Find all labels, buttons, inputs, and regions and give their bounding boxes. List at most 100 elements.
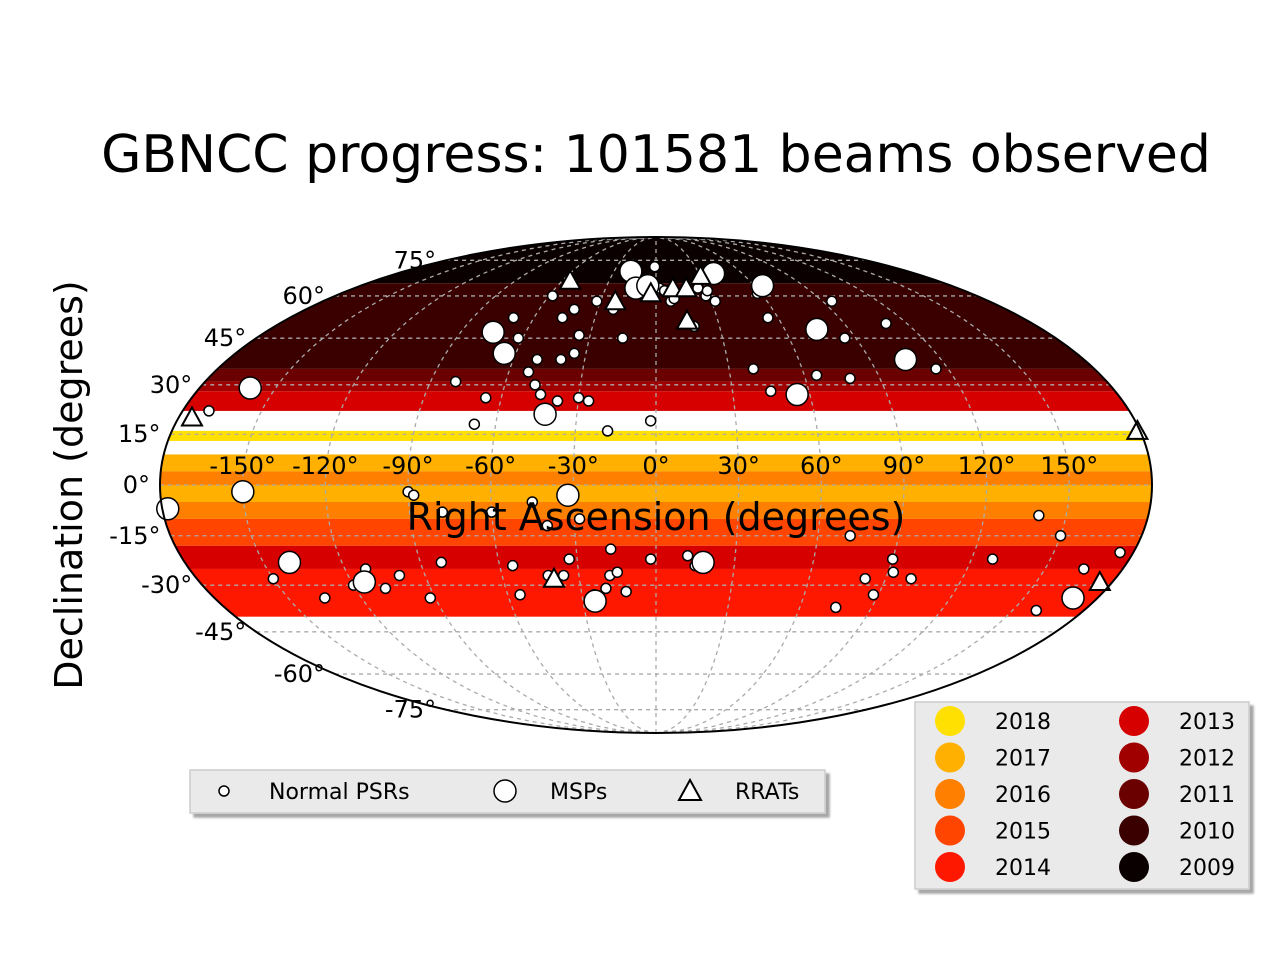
year-legend-swatch <box>935 706 965 736</box>
normal-psr-marker <box>839 332 851 344</box>
coverage-band-2011 <box>160 368 1152 382</box>
normal-psr-marker <box>844 372 856 385</box>
normal-psr-marker <box>601 425 614 437</box>
normal-psr-marker <box>514 589 526 601</box>
normal-psr-marker <box>449 375 462 388</box>
normal-psr-marker <box>620 585 632 598</box>
source-legend: Normal PSRs MSPs RRATs <box>189 769 826 814</box>
ra-gridline <box>655 237 1070 733</box>
ra-tick-label: 120° <box>958 452 1016 480</box>
year-legend-box <box>914 701 1250 890</box>
normal-psr-marker <box>573 513 586 525</box>
ra-gridline <box>324 237 657 733</box>
year-legend-swatch <box>935 852 965 882</box>
ra-tick-label: -120° <box>292 452 358 480</box>
normal-psr-marker <box>701 284 714 297</box>
normal-psr-marker <box>556 312 569 324</box>
ra-tick-label: -150° <box>209 452 275 480</box>
msp-marker <box>691 550 715 575</box>
rrat-marker <box>542 566 566 588</box>
rrat-marker <box>1088 569 1112 591</box>
normal-psr-marker <box>644 553 657 565</box>
msp-marker <box>492 341 516 366</box>
normal-psr-marker <box>546 290 559 302</box>
coverage-band-2017 <box>160 454 1152 472</box>
msp-marker <box>533 402 557 426</box>
ra-gridline <box>655 237 740 733</box>
ra-gridline <box>242 237 657 733</box>
year-legend-swatch <box>935 742 965 773</box>
rrat-marker <box>674 276 698 298</box>
year-legend: 2018 2017 2016 2015 2014 2013 2012 2011 2010 2009 <box>914 701 1250 890</box>
normal-psr-marker <box>887 566 900 578</box>
normal-psr-marker <box>435 556 448 569</box>
source-legend-label: RRATs <box>735 780 799 805</box>
normal-psr-marker <box>810 369 823 381</box>
dec-tick-label: 15° <box>118 420 161 448</box>
normal-psr-marker <box>319 592 331 604</box>
normal-psr-marker <box>573 329 585 341</box>
normal-psr-marker <box>572 392 585 404</box>
year-legend-label: 2016 <box>995 783 1051 808</box>
plot-area <box>156 236 1153 734</box>
ra-tick-label: -90° <box>382 452 433 480</box>
normal-psr-marker <box>506 559 519 572</box>
normal-psr-marker <box>905 572 917 585</box>
msp-marker <box>583 589 607 613</box>
normal-psr-marker <box>531 353 543 366</box>
msp-marker <box>231 480 255 504</box>
year-legend-swatch <box>935 815 965 846</box>
year-legend-swatch <box>1119 779 1149 809</box>
normal-psr-marker <box>507 312 520 324</box>
chart-title: GBNCC progress: 101581 beams observed <box>101 125 1211 185</box>
coverage-band-2016 <box>160 501 1152 519</box>
normal-psr-marker <box>648 260 661 273</box>
source-markers <box>156 259 1150 617</box>
ra-tick-label: 60° <box>800 452 843 480</box>
ra-gridline <box>655 237 988 733</box>
normal-psr-marker <box>844 530 856 542</box>
normal-psr-marker <box>644 415 657 427</box>
year-legend-swatch <box>1119 852 1149 882</box>
msp-marker <box>238 376 262 400</box>
x-axis-label: Right Ascension (degrees) <box>407 495 906 539</box>
normal-psr-marker <box>1114 546 1126 559</box>
normal-psr-marker <box>407 489 420 501</box>
ra-tick-label: 150° <box>1040 452 1098 480</box>
normal-psr-marker <box>555 353 567 366</box>
normal-psr-marker <box>267 572 280 585</box>
rrat-marker <box>675 308 699 330</box>
normal-psr-marker <box>203 405 215 417</box>
dec-tick-label: -60° <box>274 660 325 688</box>
normal-psr-marker <box>534 388 547 401</box>
normal-psr-marker <box>436 506 449 518</box>
dec-tick-label: -30° <box>141 571 192 599</box>
normal-psr-marker <box>512 332 525 344</box>
normal-psr-marker <box>1030 604 1043 617</box>
normal-psr-marker <box>568 303 581 316</box>
dec-tick-label: -45° <box>195 618 246 646</box>
normal-psr-marker <box>826 295 838 307</box>
dec-tick-label: -15° <box>109 522 160 550</box>
year-legend-swatch <box>1119 815 1149 846</box>
normal-psr-marker <box>611 566 624 578</box>
normal-psr-marker <box>747 363 760 375</box>
year-legend-swatch <box>1119 742 1149 773</box>
ra-tick-labels: -150° -120° -90° -60° -30° 0° 30° 60° 90° 120° 150… <box>209 452 1098 480</box>
normal-psr-marker <box>859 572 871 585</box>
year-legend-label: 2018 <box>995 710 1051 735</box>
normal-psr-marker <box>393 569 406 582</box>
normal-psr-marker <box>526 496 539 508</box>
rrat-marker <box>180 405 204 427</box>
normal-psr-marker <box>867 589 880 601</box>
year-legend-label: 2014 <box>995 856 1051 881</box>
normal-psr-marker <box>485 506 498 518</box>
msp-marker <box>277 550 302 575</box>
dec-tick-label: 45° <box>204 324 247 352</box>
normal-psr-marker <box>591 295 603 307</box>
normal-psr-marker <box>880 317 892 330</box>
ra-tick-label: -60° <box>465 452 516 480</box>
normal-psr-marker <box>986 553 999 565</box>
ra-gridline <box>572 237 657 733</box>
